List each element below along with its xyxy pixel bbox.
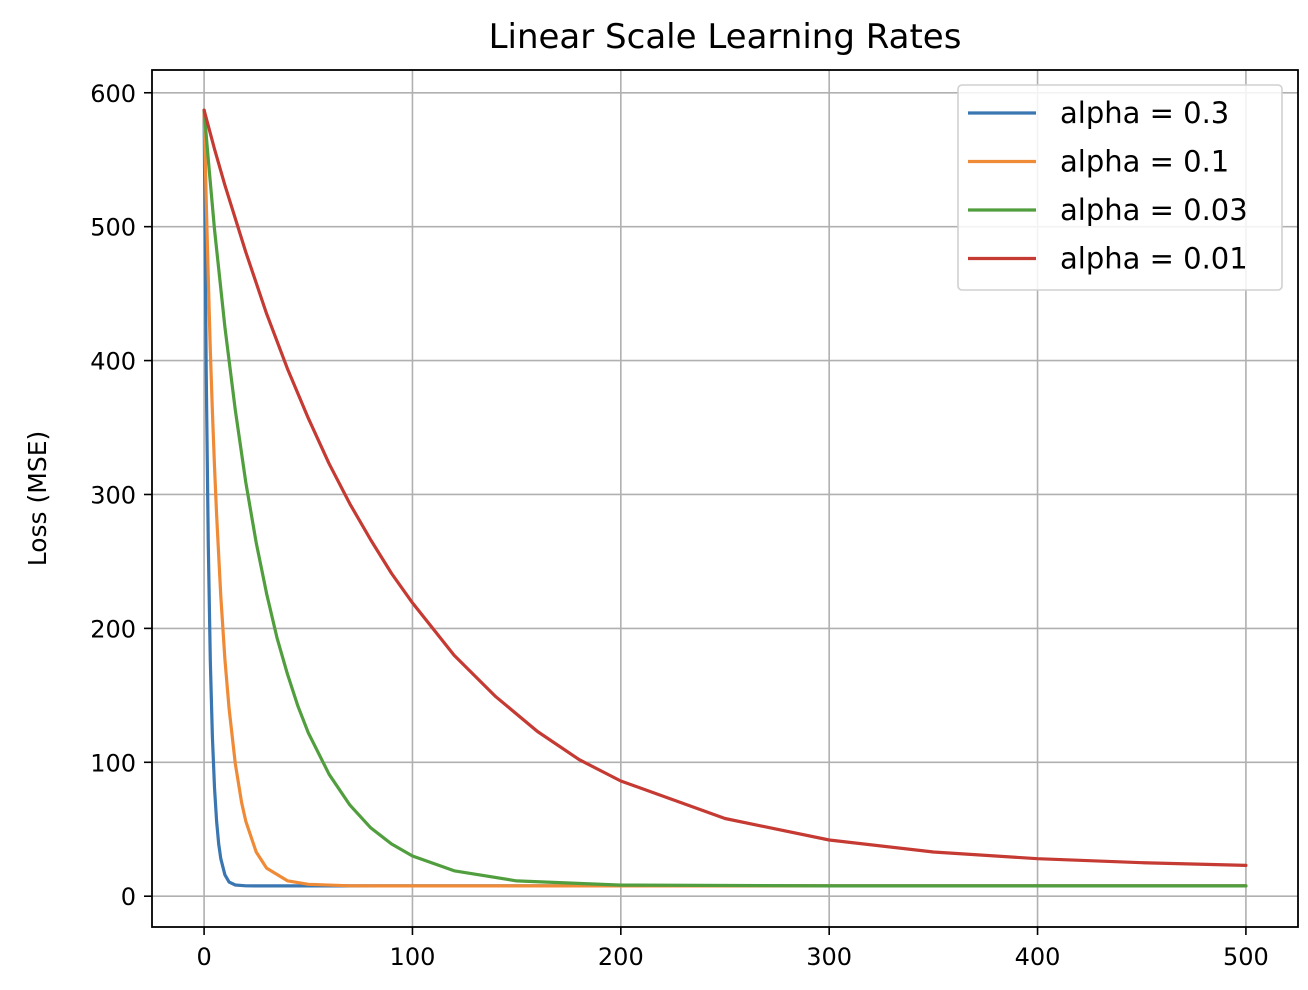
x-tick-label: 500 xyxy=(1223,943,1269,971)
x-tick-label: 400 xyxy=(1015,943,1061,971)
legend-label: alpha = 0.1 xyxy=(1060,145,1229,179)
y-tick-label: 0 xyxy=(121,883,136,911)
y-tick-label: 300 xyxy=(90,481,136,509)
legend-label: alpha = 0.01 xyxy=(1060,242,1248,276)
grid xyxy=(152,70,1298,927)
y-tick-label: 100 xyxy=(90,749,136,777)
legend: alpha = 0.3 alpha = 0.1 alpha = 0.03 alpha … xyxy=(957,84,1283,291)
x-tick-label: 100 xyxy=(390,943,436,971)
y-axis-title: Loss (MSE) xyxy=(23,431,52,567)
plot-frame xyxy=(151,69,1299,928)
x-tick-label: 200 xyxy=(598,943,644,971)
series-lines xyxy=(202,108,1248,888)
legend-label: alpha = 0.3 xyxy=(1060,96,1229,130)
x-tick-label: 300 xyxy=(806,943,852,971)
y-tick-label: 400 xyxy=(90,348,136,376)
legend-label: alpha = 0.03 xyxy=(1060,193,1248,227)
chart-title: Linear Scale Learning Rates xyxy=(489,17,962,57)
series-line-3 xyxy=(202,108,1248,868)
y-tick-label: 500 xyxy=(90,214,136,242)
x-tick-label: 0 xyxy=(196,943,211,971)
y-tick-label: 600 xyxy=(90,80,136,108)
series-line-1 xyxy=(202,108,1248,888)
series-line-2 xyxy=(202,108,1248,888)
legend-box xyxy=(957,84,1283,291)
y-tick-label: 200 xyxy=(90,615,136,643)
axis-ticks: 0 100 200 300 400 500 0 100 200 300 400 500 600 xyxy=(90,80,1269,971)
